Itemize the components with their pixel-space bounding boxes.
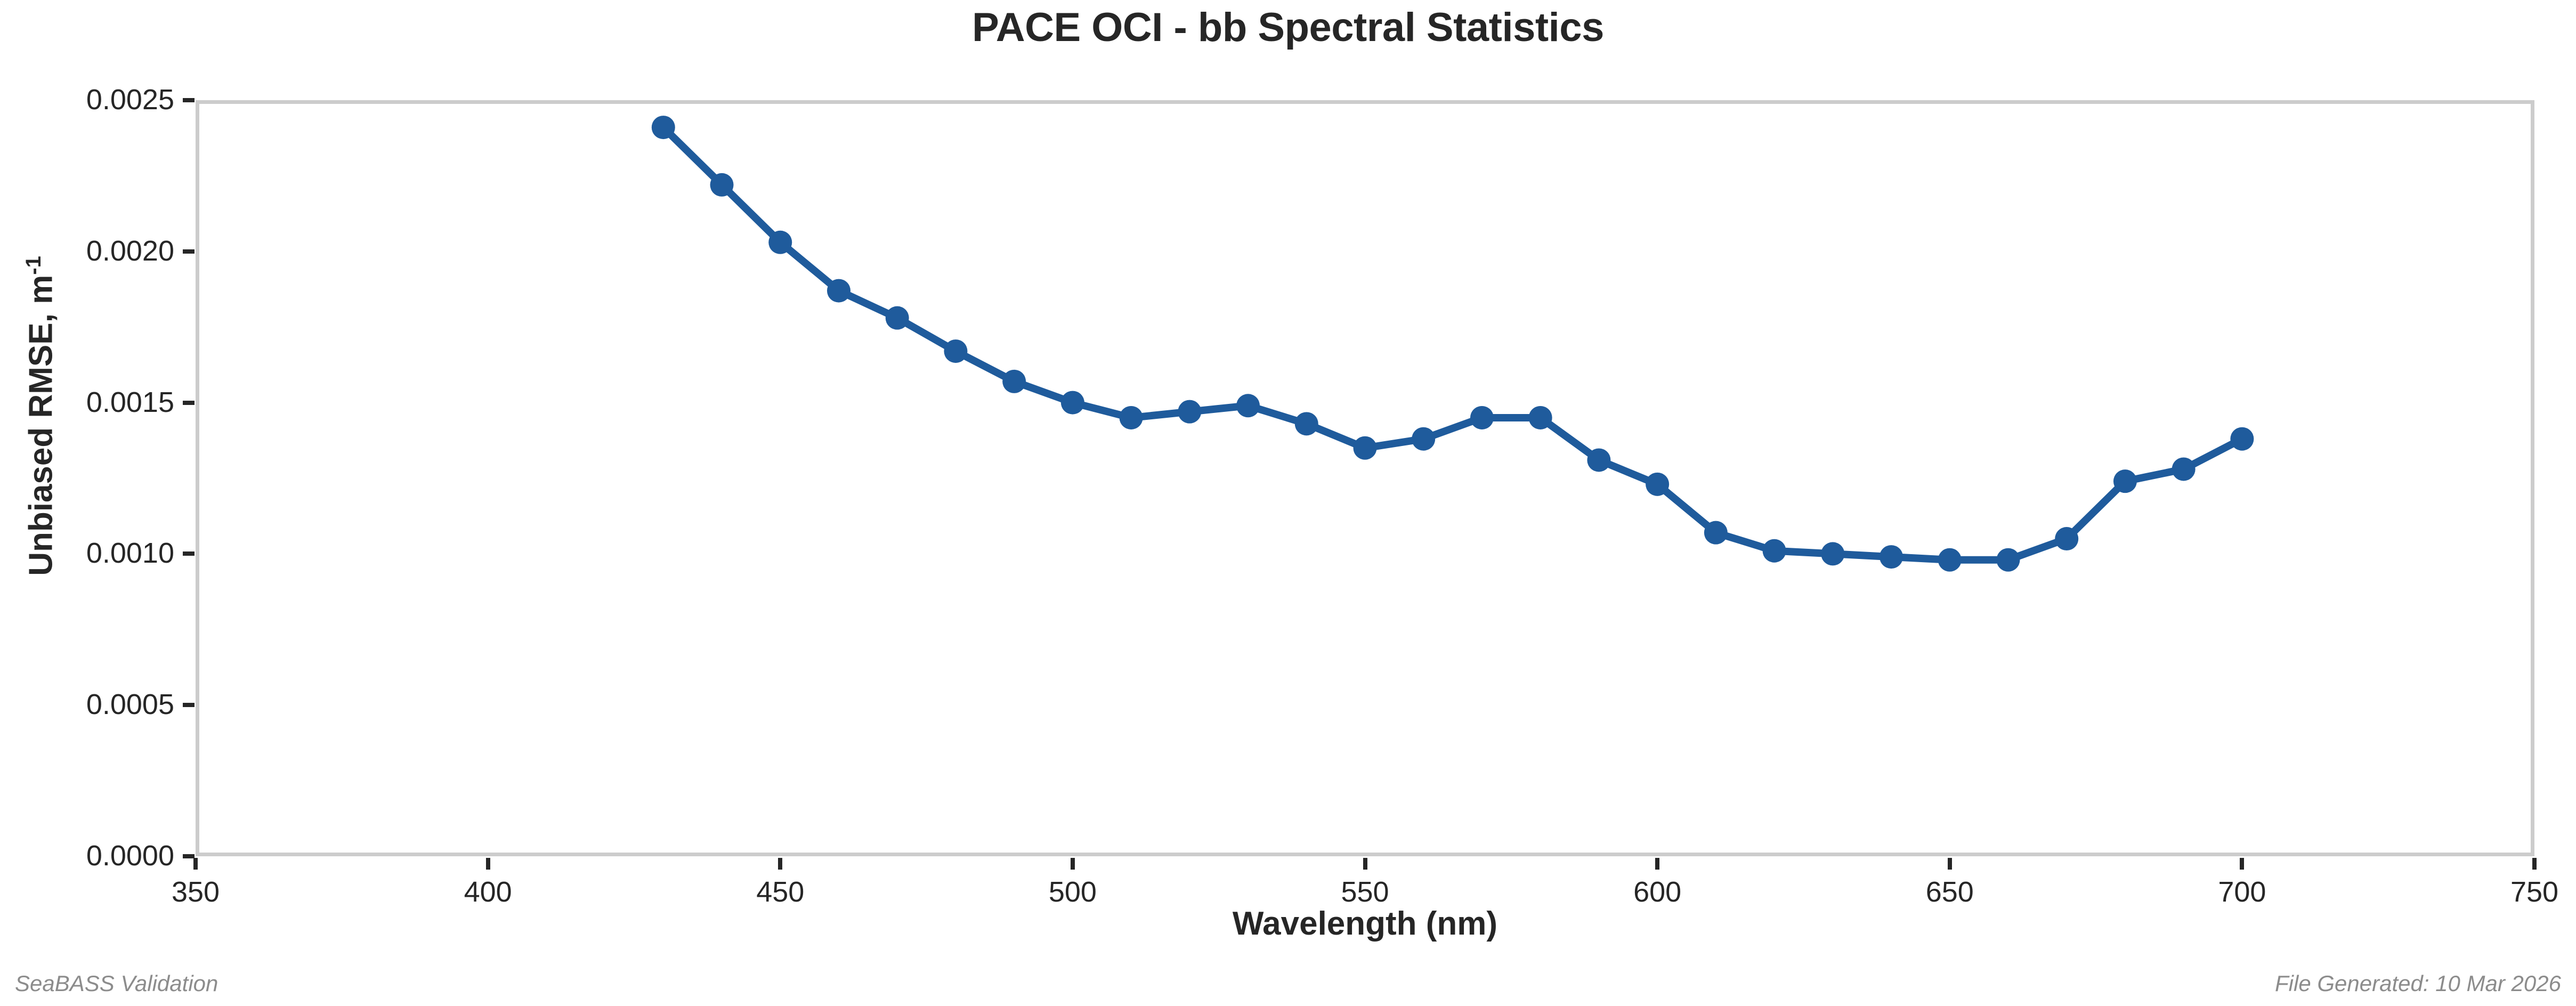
x-tick-label: 650 [1925, 876, 1974, 908]
data-point-marker [710, 173, 734, 197]
data-point-marker [1119, 405, 1143, 429]
data-point-marker [1587, 448, 1611, 472]
y-tick-label: 0.0010 [86, 537, 174, 570]
y-tick-label: 0.0020 [86, 234, 174, 267]
x-tick-mark [1947, 858, 1952, 870]
data-point-marker [768, 230, 792, 254]
x-tick-mark [778, 858, 783, 870]
data-point-marker [1704, 521, 1728, 545]
x-tick-label: 450 [756, 876, 805, 908]
y-axis-label-text: Unbiased RMSE, m [22, 274, 60, 576]
x-tick-mark [193, 858, 198, 870]
x-tick-mark [1070, 858, 1075, 870]
x-tick-mark [2240, 858, 2245, 870]
footer-generated-label: File Generated: 10 Mar 2026 [2275, 971, 2561, 996]
data-point-marker [1821, 542, 1845, 566]
data-point-marker [651, 116, 675, 140]
x-tick-mark [2532, 858, 2537, 870]
series-line [659, 124, 2246, 564]
data-point-marker [1294, 412, 1318, 436]
x-tick-label: 500 [1048, 876, 1097, 908]
x-tick-mark [1363, 858, 1367, 870]
x-tick-label: 750 [2510, 876, 2559, 908]
footer-source-label: SeaBASS Validation [15, 971, 218, 996]
data-point-marker [2172, 457, 2196, 481]
y-tick-mark [183, 551, 195, 556]
y-tick-mark [183, 854, 195, 858]
x-tick-label: 400 [464, 876, 512, 908]
x-tick-label: 350 [171, 876, 220, 908]
y-axis-label: Unbiased RMSE, m-1 [10, 38, 60, 794]
x-tick-label: 550 [1341, 876, 1389, 908]
x-tick-mark [1655, 858, 1660, 870]
y-axis-label-exponent: -1 [22, 256, 45, 275]
data-point-marker [1178, 400, 1202, 424]
x-axis-label: Wavelength (nm) [1232, 905, 1498, 942]
data-point-marker [1412, 427, 1436, 451]
page-title: PACE OCI - bb Spectral Statistics [972, 5, 1604, 50]
y-tick-mark [183, 249, 195, 254]
series-unbiased-rmse [651, 116, 2254, 572]
y-tick-label: 0.0005 [86, 688, 174, 721]
data-point-marker [1236, 394, 1260, 418]
data-point-marker [2113, 469, 2137, 493]
y-tick-label: 0.0015 [86, 386, 174, 418]
y-tick-mark [183, 98, 195, 102]
data-point-marker [1353, 436, 1377, 460]
data-point-marker [2055, 527, 2079, 551]
data-point-marker [1528, 405, 1552, 429]
data-point-marker [1470, 405, 1494, 429]
data-point-marker [885, 306, 909, 330]
y-tick-mark [183, 400, 195, 405]
data-point-marker [1996, 548, 2020, 572]
data-point-marker [1880, 545, 1903, 569]
data-point-marker [827, 279, 850, 303]
data-point-marker [1060, 391, 1084, 415]
x-tick-mark [485, 858, 490, 870]
data-point-marker [944, 339, 968, 363]
x-tick-label: 700 [2218, 876, 2266, 908]
x-tick-label: 600 [1633, 876, 1682, 908]
y-tick-label: 0.0025 [86, 84, 174, 116]
data-point-marker [1762, 539, 1786, 563]
line-chart-canvas [651, 116, 2254, 572]
y-tick-mark [183, 703, 195, 708]
data-point-marker [2230, 427, 2254, 451]
y-tick-label: 0.0000 [86, 840, 174, 872]
data-point-marker [1646, 472, 1670, 496]
data-point-marker [1938, 548, 1962, 572]
data-point-marker [1002, 369, 1026, 393]
